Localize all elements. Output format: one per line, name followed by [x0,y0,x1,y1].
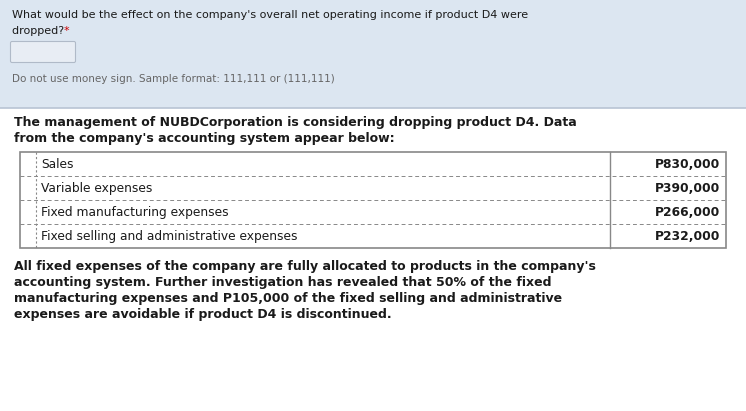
Bar [20,152,726,248]
Text: expenses are avoidable if product D4 is discontinued.: expenses are avoidable if product D4 is … [14,308,392,321]
Text: Variable expenses: Variable expenses [41,182,152,194]
Text: All fixed expenses of the company are fully allocated to products in the company: All fixed expenses of the company are fu… [14,260,596,273]
Text: The management of NUBDCorporation is considering dropping product D4. Data: The management of NUBDCorporation is con… [14,116,577,129]
Text: P830,000: P830,000 [655,157,720,171]
Bar [0,108,746,411]
Text: from the company's accounting system appear below:: from the company's accounting system app… [14,132,395,145]
Text: dropped?: dropped? [12,26,68,36]
Text: P266,000: P266,000 [655,206,720,219]
Text: *: * [64,26,69,36]
Text: P232,000: P232,000 [655,229,720,242]
Text: What would be the effect on the company's overall net operating income if produc: What would be the effect on the company'… [12,10,528,20]
FancyBboxPatch shape [10,42,75,62]
Text: accounting system. Further investigation has revealed that 50% of the fixed: accounting system. Further investigation… [14,276,551,289]
Text: Fixed manufacturing expenses: Fixed manufacturing expenses [41,206,228,219]
Text: Fixed selling and administrative expenses: Fixed selling and administrative expense… [41,229,298,242]
Text: Sales: Sales [41,157,74,171]
Text: manufacturing expenses and P105,000 of the fixed selling and administrative: manufacturing expenses and P105,000 of t… [14,292,562,305]
Text: P390,000: P390,000 [655,182,720,194]
Text: Do not use money sign. Sample format: 111,111 or (111,111): Do not use money sign. Sample format: 11… [12,74,335,84]
Bar [0,0,746,108]
